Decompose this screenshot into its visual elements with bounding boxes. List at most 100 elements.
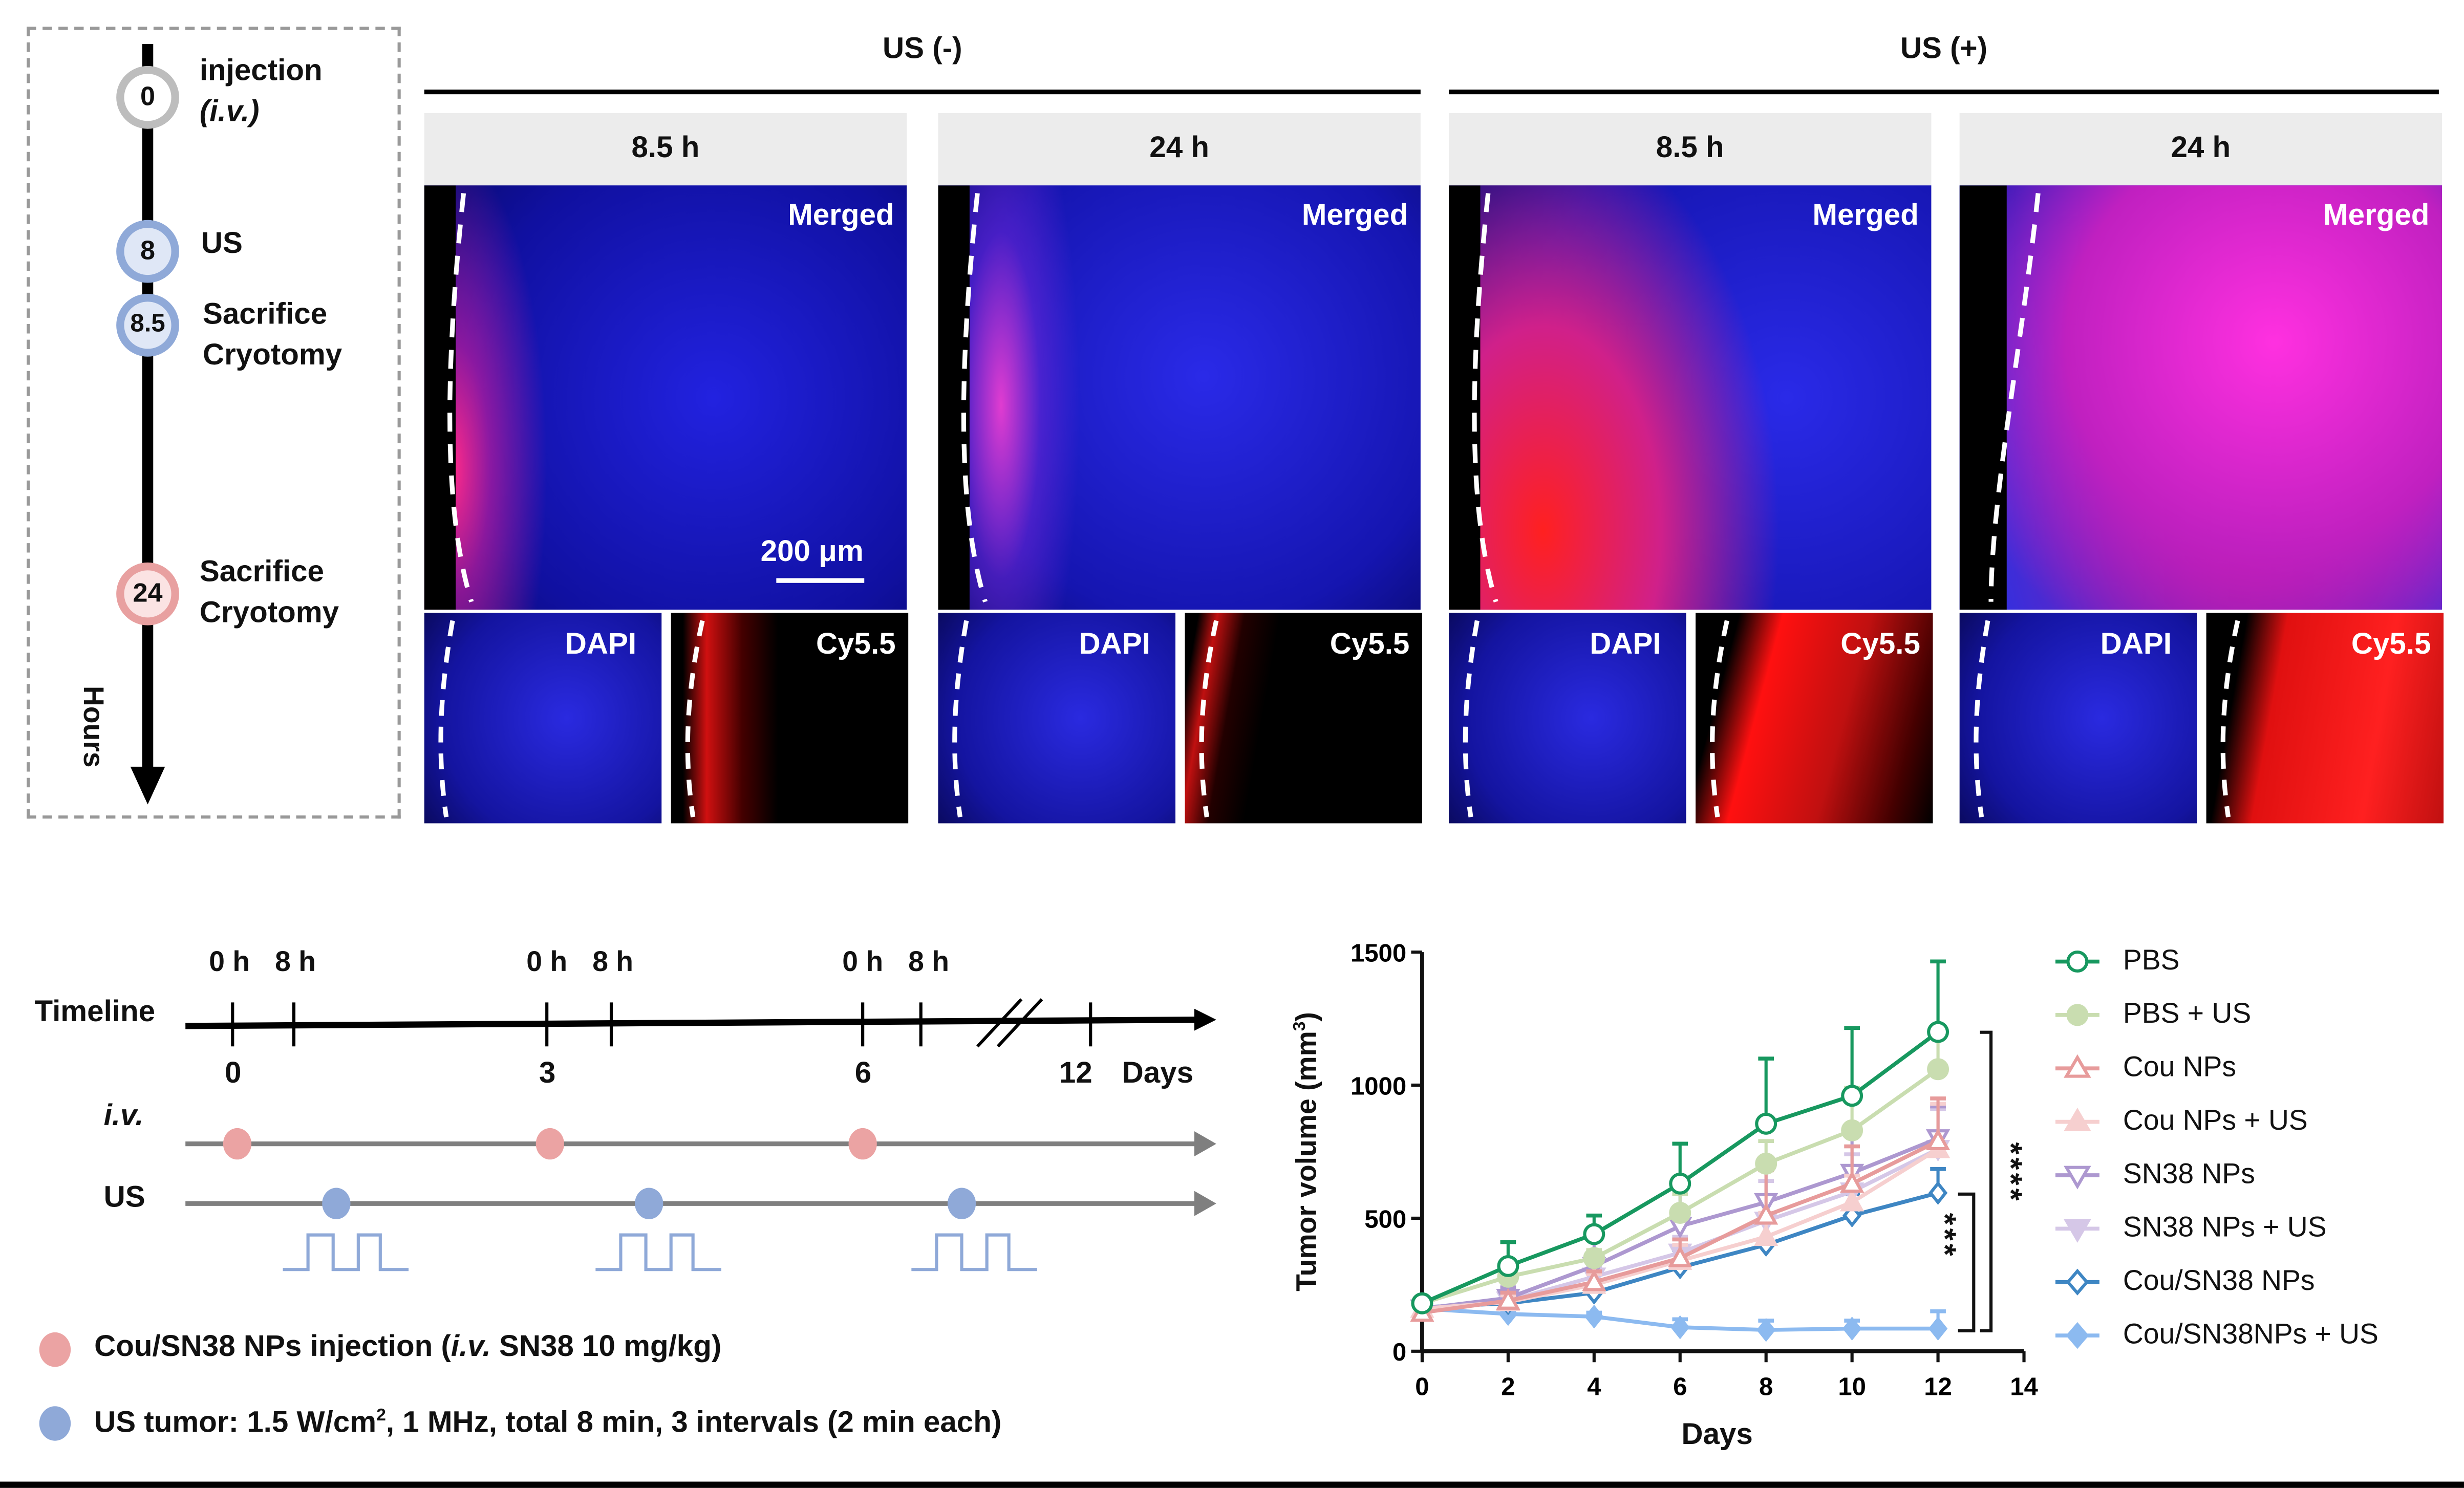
- days-unit-label: Days: [1122, 1057, 1194, 1091]
- legend-marker: [2064, 1166, 2091, 1190]
- legend-label: Cou NPs: [2123, 1051, 2236, 1083]
- data-point-pbs-us: [1755, 1152, 1777, 1175]
- legend-swatch: [2052, 1156, 2103, 1194]
- cy55-image: Cy5.5: [2206, 613, 2444, 824]
- dapi-label: DAPI: [1079, 628, 1150, 662]
- hours-axis-arrow: [130, 44, 165, 805]
- cy55-image: Cy5.5: [1695, 613, 1933, 824]
- merged-label: Merged: [788, 199, 894, 233]
- legend-swatch: [2052, 1049, 2103, 1087]
- x-tick-label: 10: [1838, 1373, 1866, 1401]
- scale-bar-label: 200 μm: [760, 535, 864, 569]
- legend-swatch: [2052, 996, 2103, 1034]
- dapi-image: DAPI: [1449, 613, 1686, 824]
- significance-bracket-4: [1980, 1030, 1993, 1332]
- tumor-border-line: [961, 193, 988, 602]
- dapi-label: DAPI: [1590, 628, 1661, 662]
- hour-label: 8 h: [592, 945, 634, 978]
- hour-label: 0 h: [209, 945, 250, 978]
- schedule-timeline-axis: [185, 998, 1216, 1048]
- data-point-pbs-us: [1927, 1058, 1949, 1081]
- us-pulse-icon: [911, 1233, 1037, 1271]
- merged-image: Merged: [424, 185, 907, 610]
- day-label: 6: [854, 1057, 872, 1091]
- legend-swatch: [2052, 1317, 2103, 1354]
- dapi-label: DAPI: [2100, 628, 2172, 662]
- data-point-pbs: [1497, 1255, 1519, 1277]
- cy55-label: Cy5.5: [2351, 628, 2431, 662]
- dapi-image: DAPI: [1959, 613, 2197, 824]
- us-pulse-icon: [283, 1233, 409, 1271]
- us-dot: [947, 1188, 976, 1219]
- data-point-cou-sn38nps-us: [1584, 1304, 1604, 1329]
- data-point-cou-sn38nps-us: [1842, 1317, 1862, 1341]
- group-line-us-minus: [424, 89, 1421, 95]
- data-point-pbs: [1411, 1292, 1433, 1314]
- legend-swatch: [2052, 1103, 2103, 1141]
- legend-swatch: [2052, 1263, 2103, 1301]
- injection-dot: [848, 1128, 877, 1160]
- panel-time-header: 8.5 h: [424, 113, 907, 186]
- data-point-pbs-us: [1669, 1202, 1691, 1224]
- legend-marker: [2064, 1219, 2091, 1243]
- iv-row-label: i.v.: [103, 1099, 144, 1133]
- merged-label: Merged: [1812, 199, 1919, 233]
- hour-label: 8 h: [275, 945, 316, 978]
- data-point-pbs: [1583, 1223, 1605, 1245]
- legend-label: Cou/SN38NPs + US: [2123, 1318, 2379, 1350]
- legend-label: SN38 NPs: [2123, 1158, 2255, 1190]
- tumor-border-line: [1988, 193, 2041, 602]
- x-tick-label: 4: [1587, 1373, 1601, 1401]
- legend-injection-dot: [39, 1332, 71, 1367]
- data-point-pbs-us: [1841, 1119, 1863, 1141]
- hour-label: 0 h: [526, 945, 568, 978]
- tumor-border-line: [447, 193, 474, 602]
- dapi-label: DAPI: [565, 628, 637, 662]
- chart-x-label: Days: [1681, 1418, 1753, 1452]
- chart-y-label: Tumor volume (mm3): [1291, 1012, 1322, 1291]
- significance-bracket-3: [1958, 1192, 1976, 1332]
- legend-marker: [2066, 1322, 2089, 1349]
- legend-label: Cou/SN38 NPs: [2123, 1264, 2315, 1297]
- legend-injection-text: Cou/SN38 NPs injection (i.v. SN38 10 mg/…: [94, 1330, 722, 1364]
- cy55-image: Cy5.5: [671, 613, 909, 824]
- data-point-cou-nps: [1754, 1202, 1779, 1225]
- merged-image: Merged: [1959, 185, 2442, 610]
- tumor-border-line: [1472, 193, 1498, 602]
- injection-dot: [223, 1128, 252, 1160]
- y-tick-label: 500: [1364, 1205, 1406, 1233]
- group-title-us-minus: US (-): [883, 33, 962, 66]
- data-point-cou-nps: [1496, 1288, 1520, 1310]
- data-point-cou-nps: [1582, 1269, 1606, 1291]
- event-label-injection: injection (i.v.): [199, 55, 323, 129]
- day-label: 3: [539, 1057, 556, 1091]
- bottom-border: [0, 1481, 2464, 1488]
- data-point-pbs-us: [1583, 1247, 1605, 1269]
- merged-label: Merged: [2323, 199, 2430, 233]
- event-label-sacrifice-8-5h: Sacrifice Cryotomy: [202, 298, 342, 373]
- x-tick-label: 12: [1924, 1373, 1952, 1401]
- hour-label: 8 h: [908, 945, 950, 978]
- data-point-pbs: [1841, 1085, 1863, 1107]
- cy55-label: Cy5.5: [1840, 628, 1920, 662]
- panel-time-header: 24 h: [938, 113, 1421, 186]
- schedule-rows: [185, 1128, 1216, 1271]
- dapi-image: DAPI: [938, 613, 1175, 824]
- merged-label: Merged: [1301, 199, 1408, 233]
- event-label-us: US: [201, 228, 243, 261]
- scale-bar: [776, 578, 865, 583]
- x-tick-label: 2: [1501, 1373, 1515, 1401]
- x-tick-label: 14: [2010, 1373, 2038, 1401]
- y-tick-label: 0: [1392, 1339, 1406, 1366]
- day-label: 12: [1059, 1057, 1092, 1091]
- data-point-cou-nps-us: [1754, 1224, 1779, 1246]
- merged-image: Merged: [1449, 185, 1932, 610]
- legend-label: Cou NPs + US: [2123, 1104, 2308, 1136]
- data-point-cou-nps: [1839, 1171, 1865, 1193]
- cy55-label: Cy5.5: [1330, 628, 1410, 662]
- us-dot: [322, 1188, 351, 1219]
- hours-timeline-box: [27, 27, 401, 819]
- panel-time-header: 8.5 h: [1449, 113, 1932, 186]
- group-line-us-plus: [1449, 89, 2439, 95]
- data-point-pbs: [1669, 1172, 1691, 1195]
